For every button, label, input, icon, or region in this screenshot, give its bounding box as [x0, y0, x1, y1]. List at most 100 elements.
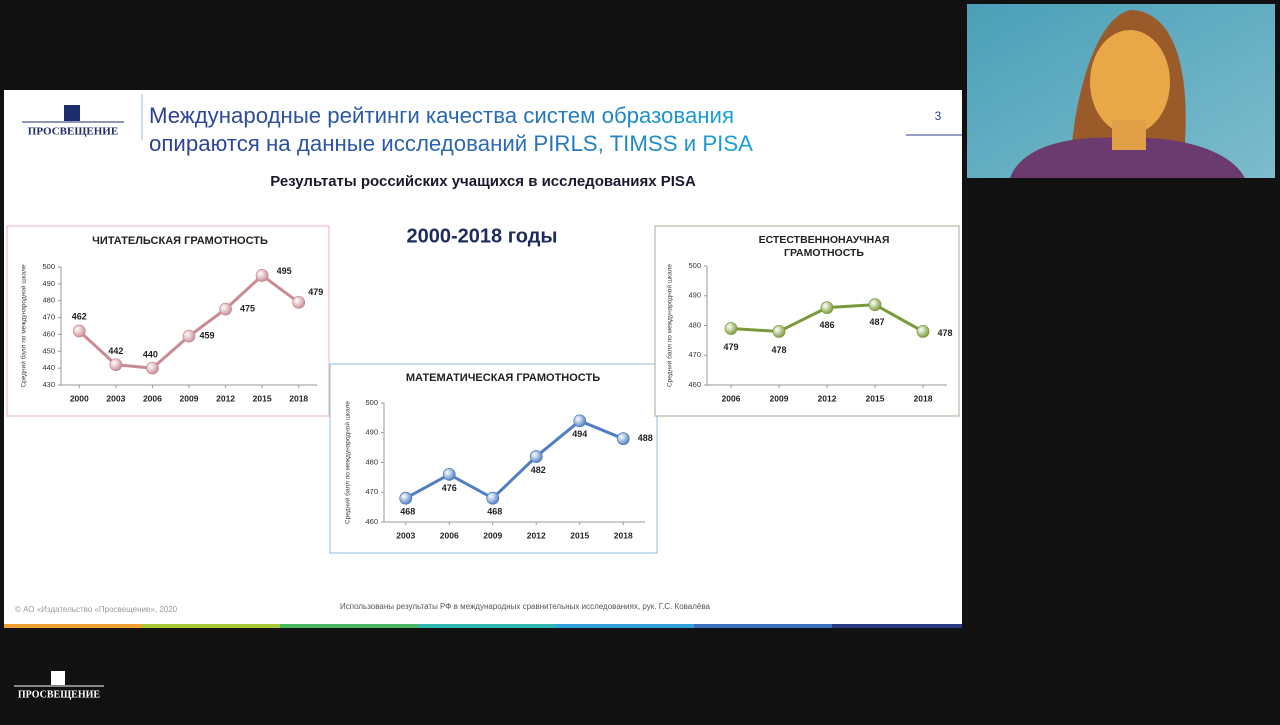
y-tick-label: 500 — [42, 262, 55, 271]
data-label: 468 — [400, 507, 415, 517]
x-tick-label: 2006 — [722, 393, 741, 403]
data-label: 478 — [771, 345, 786, 355]
period: 2000-2018 годы — [407, 225, 558, 247]
x-tick-label: 2006 — [143, 393, 162, 403]
marker — [820, 301, 834, 315]
x-tick-label: 2009 — [770, 393, 789, 403]
y-tick-label: 490 — [42, 279, 55, 288]
chart-frame — [654, 225, 960, 417]
y-tick-label: 460 — [365, 517, 378, 526]
data-label: 488 — [638, 433, 653, 443]
y-tick-label: 460 — [688, 380, 701, 389]
data-label: 462 — [72, 311, 87, 321]
y-tick-label: 480 — [42, 296, 55, 305]
page-number: 3 — [935, 109, 942, 123]
marker — [724, 322, 738, 335]
bottom-logo-text: ПРОСВЕЩЕНИЕ — [18, 689, 100, 700]
y-axis-label: Средний балл по международной шкале — [344, 401, 352, 524]
x-tick-label: 2018 — [614, 530, 633, 540]
y-tick-label: 480 — [688, 320, 701, 329]
marker — [182, 329, 196, 343]
x-tick-label: 2012 — [527, 530, 546, 540]
y-tick-label: 480 — [365, 457, 378, 466]
y-axis-label: Средний балл по международной шкале — [666, 264, 674, 387]
y-tick-label: 500 — [365, 398, 378, 407]
data-label: 442 — [108, 346, 123, 356]
marker — [573, 414, 587, 428]
data-label: 482 — [531, 465, 546, 475]
x-tick-label: 2009 — [180, 393, 199, 403]
x-tick-label: 2015 — [253, 393, 272, 403]
data-label: 478 — [937, 328, 952, 338]
chart-title: ЕСТЕСТВЕННОНАУЧНАЯ — [759, 234, 890, 246]
bottom-logo: ПРОСВЕЩЕНИЕ — [14, 671, 104, 700]
y-axis-label: Средний балл по международной шкале — [20, 264, 28, 387]
x-tick-label: 2003 — [396, 530, 415, 540]
chart-title: ГРАМОТНОСТЬ — [784, 247, 864, 259]
x-tick-label: 2012 — [818, 393, 837, 403]
y-tick-label: 440 — [42, 363, 55, 372]
marker — [529, 450, 543, 463]
marker — [109, 358, 123, 372]
x-tick-label: 2006 — [440, 530, 459, 540]
data-label: 476 — [442, 483, 457, 493]
marker — [219, 302, 232, 316]
webcam — [967, 4, 1275, 178]
marker — [868, 298, 882, 312]
color-band — [4, 624, 962, 628]
source-note: Использованы результаты РФ в международн… — [340, 602, 711, 611]
chart-frame — [6, 225, 330, 417]
line — [405, 419, 624, 501]
chart-title: МАТЕМАТИЧЕСКАЯ ГРАМОТНОСТЬ — [406, 372, 600, 384]
x-tick-label: 2018 — [914, 393, 933, 403]
y-tick-label: 500 — [688, 261, 701, 270]
data-label: 459 — [199, 330, 214, 340]
marker — [616, 432, 630, 446]
marker — [72, 324, 86, 338]
chart: МАТЕМАТИЧЕСКАЯ ГРАМОТНОСТЬ Средний балл п… — [329, 363, 658, 554]
subtitle: Результаты российских учащихся в исследо… — [270, 173, 696, 190]
data-label: 494 — [572, 429, 587, 439]
slide-logo: ПРОСВЕЩЕНИЕ — [22, 105, 124, 138]
data-label: 486 — [819, 320, 834, 330]
x-tick-label: 2000 — [70, 393, 89, 403]
data-label: 468 — [487, 507, 502, 517]
y-tick-label: 450 — [42, 346, 55, 355]
x-tick-label: 2018 — [289, 393, 308, 403]
marker — [486, 491, 500, 505]
data-label: 479 — [308, 287, 323, 297]
data-label: 479 — [723, 342, 738, 352]
chart-title: ЧИТАТЕЛЬСКАЯ ГРАМОТНОСТЬ — [92, 235, 268, 247]
data-label: 487 — [869, 317, 884, 327]
logo-text: ПРОСВЕЩЕНИЕ — [28, 126, 118, 138]
marker — [772, 325, 786, 338]
marker — [292, 295, 306, 309]
marker — [255, 269, 269, 282]
marker — [916, 325, 930, 338]
y-tick-label: 490 — [365, 428, 378, 437]
y-tick-label: 460 — [42, 329, 55, 338]
title-line: Международные рейтинги качества систем о… — [149, 103, 734, 128]
data-label: 440 — [143, 350, 158, 360]
x-tick-label: 2009 — [483, 530, 502, 540]
chart-frame — [329, 363, 658, 554]
chart: ЧИТАТЕЛЬСКАЯ ГРАМОТНОСТЬ Средний балл по … — [6, 225, 330, 417]
y-tick-label: 470 — [365, 487, 378, 496]
title-line: опираются на данные исследований PIRLS, … — [149, 131, 753, 156]
marker — [146, 361, 159, 375]
marker — [399, 491, 413, 505]
data-label: 495 — [277, 266, 292, 276]
y-tick-label: 490 — [688, 291, 701, 300]
marker — [442, 467, 456, 481]
y-tick-label: 430 — [42, 380, 55, 389]
x-tick-label: 2012 — [216, 393, 235, 403]
copyright: © АО «Издательство «Просвещение», 2020 — [15, 605, 178, 614]
y-tick-label: 470 — [42, 313, 55, 322]
data-label: 475 — [240, 304, 255, 314]
y-tick-label: 470 — [688, 350, 701, 359]
x-tick-label: 2015 — [570, 530, 589, 540]
x-tick-label: 2015 — [866, 393, 885, 403]
x-tick-label: 2003 — [106, 393, 125, 403]
